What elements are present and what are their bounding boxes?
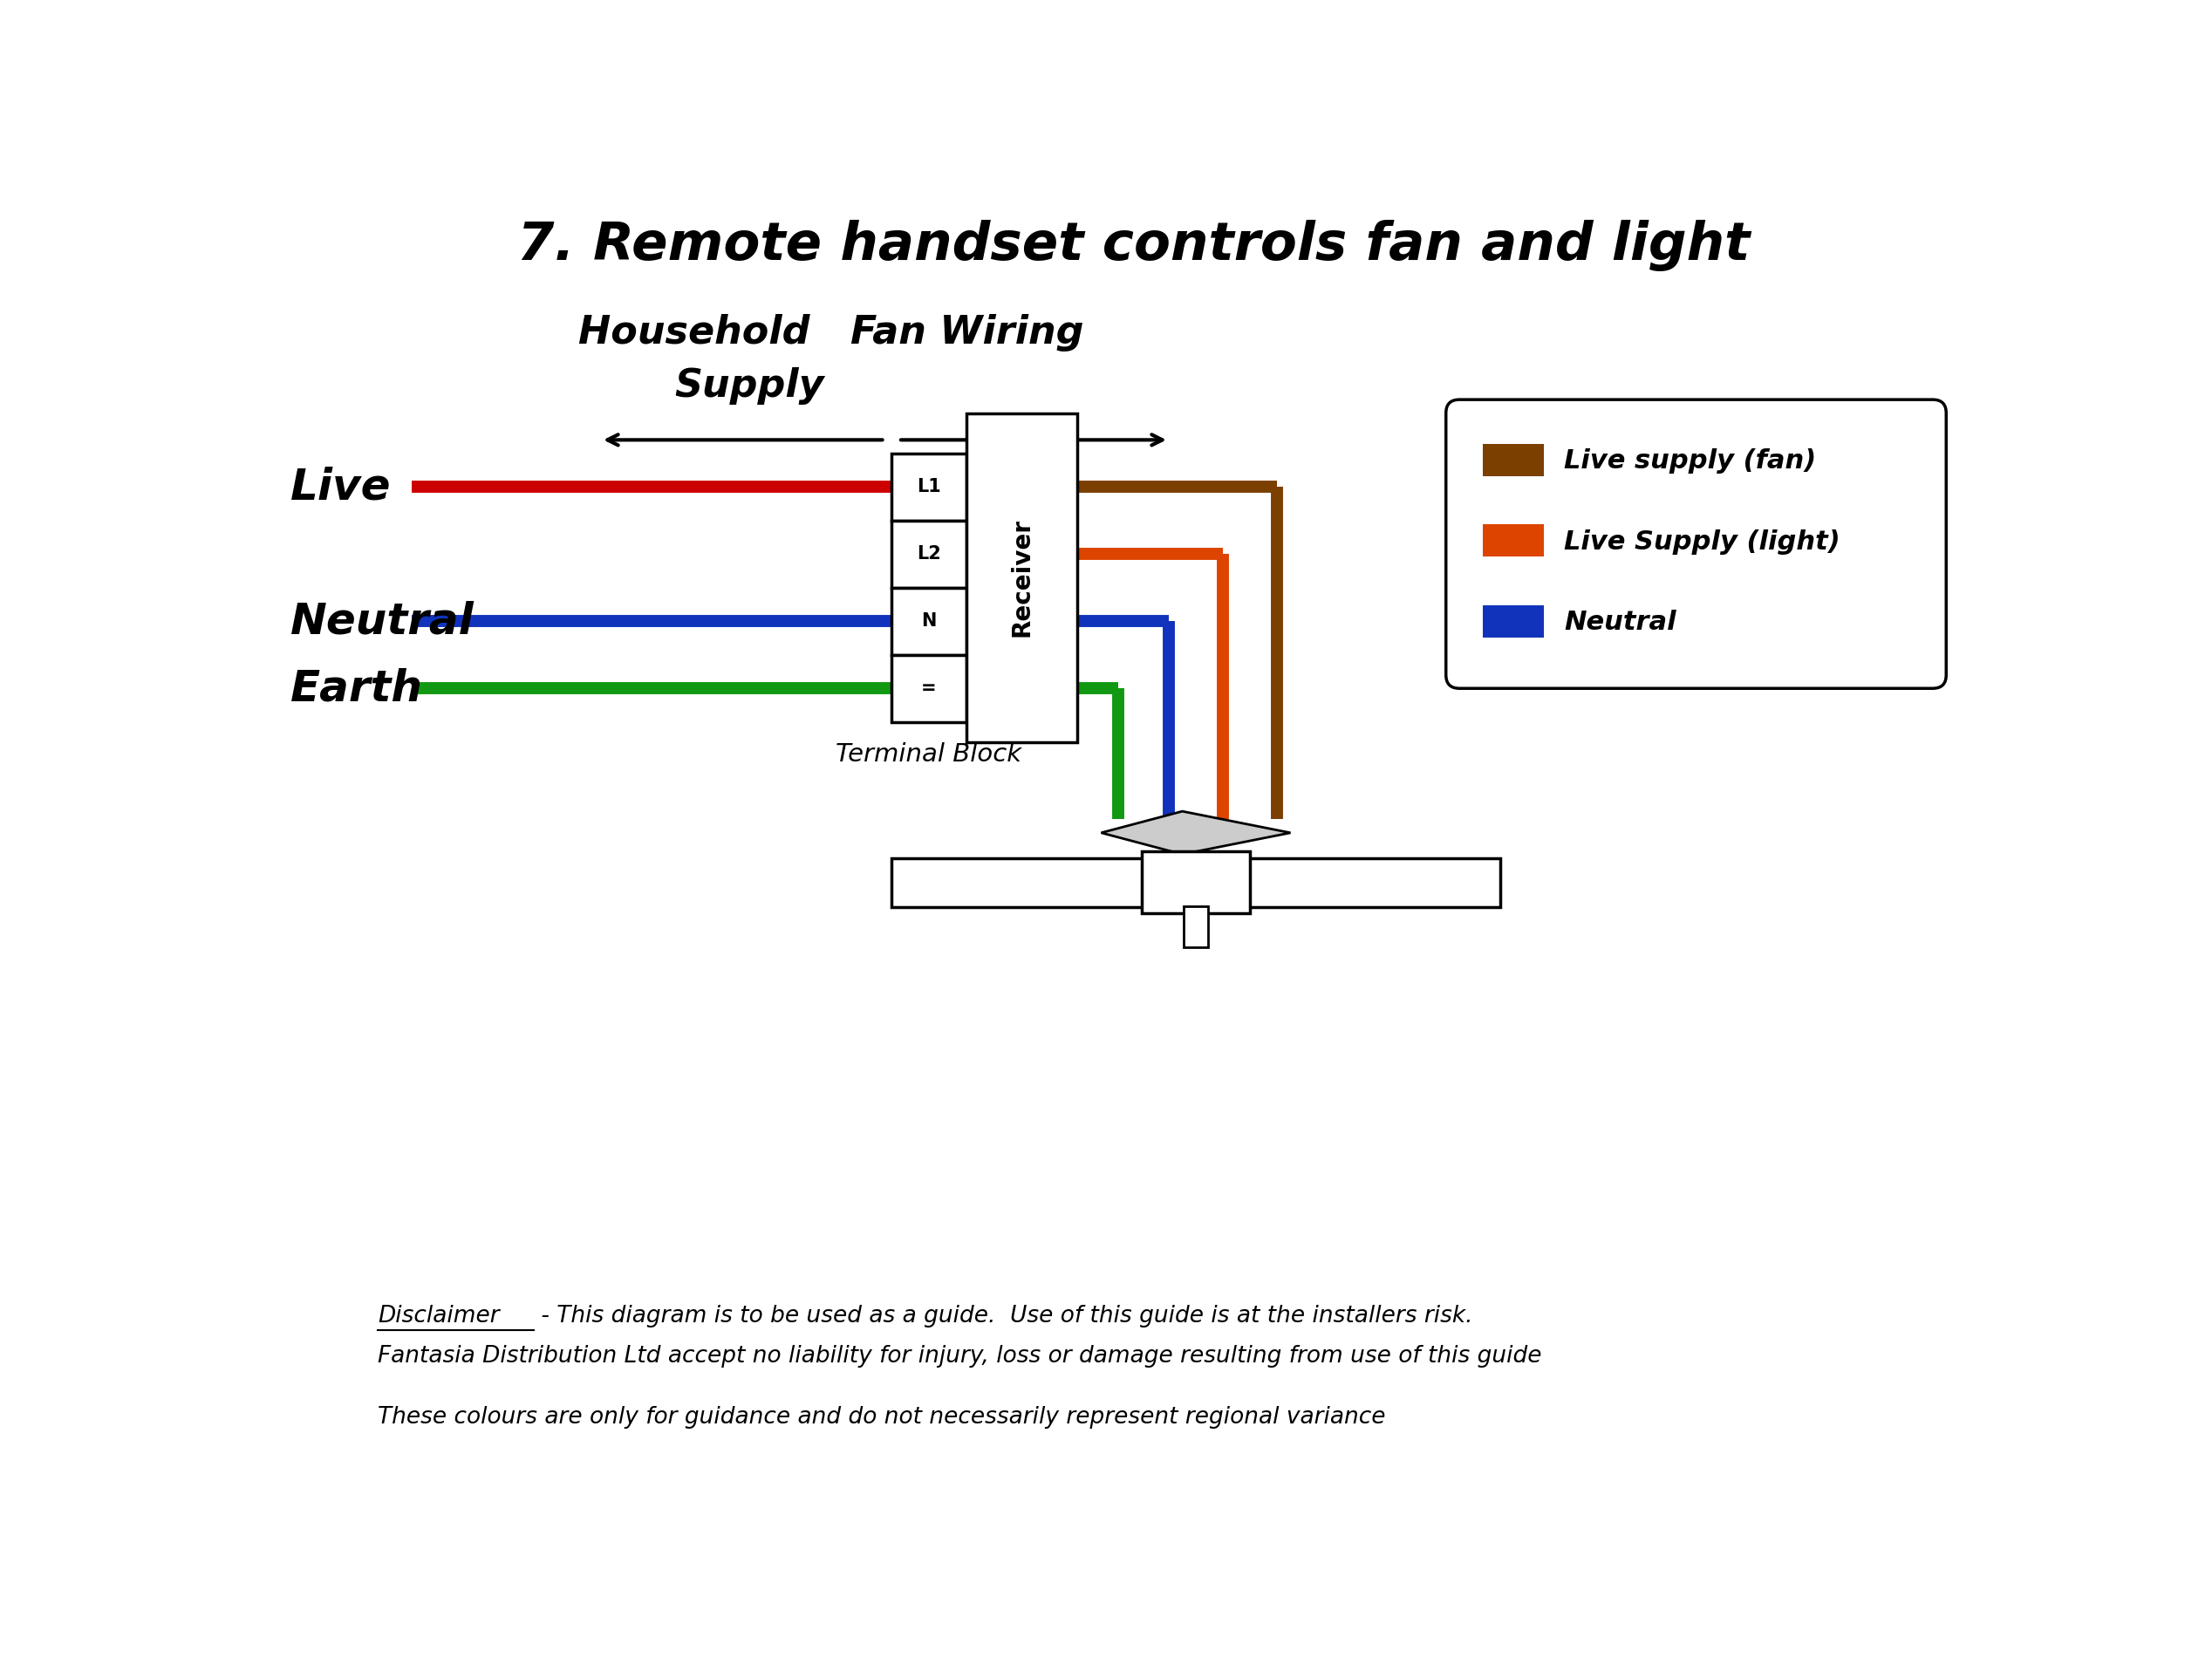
Bar	[1482, 604, 1544, 638]
Bar	[1141, 851, 1250, 913]
Text: Supply: Supply	[675, 368, 825, 405]
Text: Fantasia Distribution Ltd accept no liability for injury, loss or damage resulti: Fantasia Distribution Ltd accept no liab…	[378, 1345, 1542, 1368]
Bar	[891, 453, 967, 520]
Text: Neutral: Neutral	[1564, 609, 1677, 635]
Text: L2: L2	[916, 546, 940, 562]
Text: Receiver: Receiver	[1009, 519, 1033, 636]
Bar	[891, 858, 1500, 907]
FancyBboxPatch shape	[1447, 400, 1947, 688]
Text: Live: Live	[290, 467, 392, 507]
Bar	[1482, 443, 1544, 477]
Text: 7. Remote handset controls fan and light: 7. Remote handset controls fan and light	[518, 220, 1750, 270]
Text: These colours are only for guidance and do not necessarily represent regional va: These colours are only for guidance and …	[378, 1405, 1385, 1429]
Text: L1: L1	[916, 479, 940, 495]
Text: Live Supply (light): Live Supply (light)	[1564, 529, 1840, 554]
Text: =: =	[920, 680, 936, 697]
Polygon shape	[1102, 811, 1290, 855]
Text: - This diagram is to be used as a guide.  Use of this guide is at the installers: - This diagram is to be used as a guide.…	[533, 1305, 1473, 1328]
Text: Earth: Earth	[290, 668, 422, 709]
Text: Household   Fan Wiring: Household Fan Wiring	[577, 314, 1084, 351]
Bar	[891, 655, 967, 722]
Text: Neutral: Neutral	[290, 601, 473, 641]
Bar	[967, 413, 1077, 742]
Text: N: N	[920, 613, 936, 630]
Text: Terminal Block: Terminal Block	[836, 742, 1022, 767]
Bar	[1482, 524, 1544, 557]
Text: Disclaimer: Disclaimer	[378, 1305, 500, 1328]
Text: Live supply (fan): Live supply (fan)	[1564, 448, 1816, 473]
Bar	[891, 588, 967, 655]
Bar	[891, 520, 967, 588]
Bar	[1183, 907, 1208, 947]
